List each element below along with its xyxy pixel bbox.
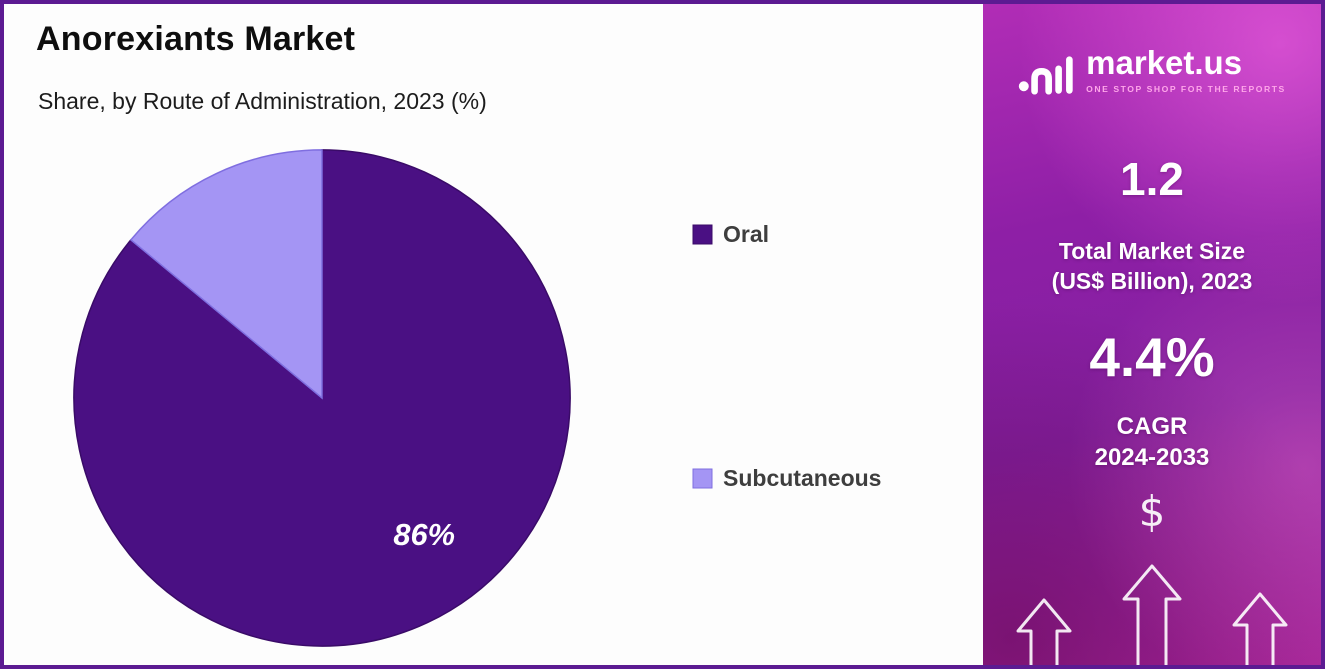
- market-size-label: Total Market Size (US$ Billion), 2023: [1052, 236, 1253, 297]
- legend-item-subcutaneous: Subcutaneous: [692, 465, 881, 492]
- cagr-value: 4.4%: [1089, 325, 1215, 388]
- brand-texts: market.us ONE STOP SHOP FOR THE REPORTS: [1086, 44, 1286, 94]
- legend-label-oral: Oral: [723, 221, 770, 247]
- cagr-label: CAGR 2024-2033: [1095, 411, 1210, 473]
- up-arrow-icon: [1016, 598, 1072, 665]
- pie-chart: 86%: [64, 140, 580, 656]
- growth-arrows: [983, 561, 1321, 665]
- market-size-label-line1: Total Market Size: [1058, 238, 1246, 264]
- legend-item-oral: Oral: [692, 221, 769, 248]
- page-title: Anorexiants Market: [36, 20, 356, 58]
- pie-data-label-oral: 86%: [393, 517, 455, 552]
- dollar-icon: $: [1138, 487, 1166, 537]
- chart-subtitle: Share, by Route of Administration, 2023 …: [38, 88, 487, 114]
- cagr-label-line1: CAGR: [1116, 412, 1188, 440]
- brand-name: market.us: [1086, 44, 1243, 81]
- legend-marker-oral-icon: [692, 224, 713, 245]
- up-arrow-icon: [1232, 592, 1288, 665]
- chart-area: Anorexiants Market Share, by Route of Ad…: [4, 4, 983, 665]
- legend-marker-subcutaneous-icon: [692, 468, 713, 489]
- up-arrow-icon: [1122, 564, 1182, 665]
- market-size-label-line2: (US$ Billion), 2023: [1051, 268, 1253, 295]
- pie-slice-subcutaneous: [129, 149, 323, 400]
- brand-tagline: ONE STOP SHOP FOR THE REPORTS: [1086, 83, 1286, 94]
- legend-label-subcutaneous: Subcutaneous: [723, 465, 882, 491]
- brand-logo: market.us ONE STOP SHOP FOR THE REPORTS: [1018, 44, 1286, 96]
- pie-chart-svg: 86%: [73, 149, 571, 647]
- market-size-value: 1.2: [1120, 153, 1184, 205]
- cagr-label-line2: 2024-2033: [1094, 443, 1210, 471]
- bar-chart-logo-icon: [1018, 56, 1073, 95]
- stats-sidebar: market.us ONE STOP SHOP FOR THE REPORTS …: [983, 4, 1321, 665]
